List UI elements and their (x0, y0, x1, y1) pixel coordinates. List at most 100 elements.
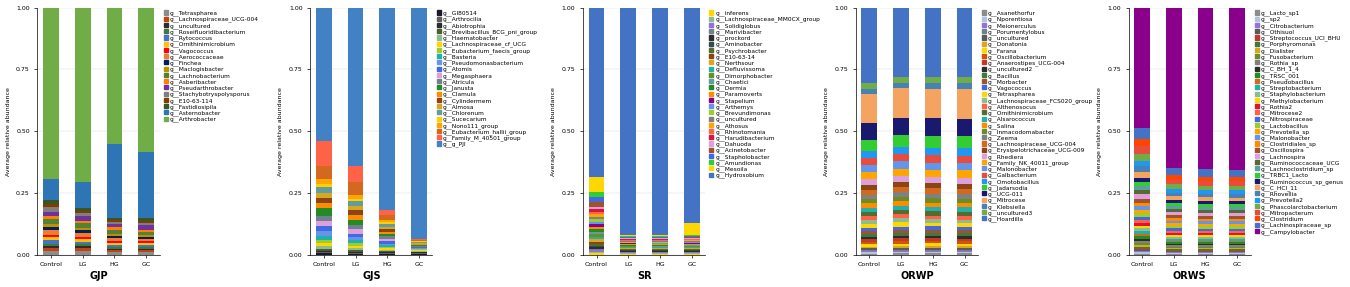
Bar (1197, 210, 1214, 213)
Bar (620, 247, 636, 248)
Bar (684, 242, 699, 243)
Bar (957, 89, 972, 119)
Bar (379, 250, 396, 251)
Bar (620, 237, 636, 238)
Bar (107, 252, 123, 255)
Bar (1134, 238, 1150, 241)
Bar (74, 211, 90, 213)
Bar (652, 243, 668, 244)
Bar (107, 220, 123, 222)
Bar (316, 251, 332, 252)
Bar (43, 7, 59, 179)
Bar (1230, 177, 1245, 181)
Bar (1166, 200, 1181, 203)
Bar (894, 162, 909, 169)
Bar (652, 246, 668, 247)
Bar (894, 77, 909, 83)
Bar (861, 203, 878, 208)
Bar (1134, 210, 1150, 213)
Bar (379, 227, 396, 229)
Bar (1230, 244, 1245, 245)
Bar (894, 147, 909, 154)
Bar (620, 254, 636, 255)
Bar (410, 249, 427, 250)
Bar (43, 246, 59, 248)
Bar (861, 228, 878, 231)
Bar (316, 221, 332, 226)
Bar (1134, 203, 1150, 206)
Bar (925, 155, 941, 162)
Bar (74, 233, 90, 237)
Bar (1197, 169, 1214, 177)
Bar (1230, 204, 1245, 207)
Bar (1197, 186, 1214, 190)
Bar (1230, 224, 1245, 226)
Bar (1230, 190, 1245, 194)
X-axis label: SR: SR (637, 272, 652, 282)
Bar (43, 240, 59, 244)
Bar (138, 223, 154, 225)
Bar (684, 247, 699, 248)
Bar (347, 240, 363, 243)
Bar (589, 242, 605, 244)
Bar (925, 233, 941, 236)
Bar (652, 238, 668, 239)
Bar (138, 7, 154, 152)
Bar (379, 215, 396, 220)
Bar (347, 215, 363, 220)
Bar (1230, 249, 1245, 251)
Bar (957, 252, 972, 253)
Bar (589, 7, 605, 177)
Bar (861, 89, 878, 94)
Bar (894, 118, 909, 135)
Bar (620, 240, 636, 241)
Bar (107, 227, 123, 230)
Bar (957, 208, 972, 212)
Bar (1134, 172, 1150, 178)
Bar (1230, 181, 1245, 186)
X-axis label: GJS: GJS (362, 272, 381, 282)
Bar (925, 243, 941, 246)
Bar (316, 184, 332, 187)
X-axis label: GJP: GJP (89, 272, 108, 282)
Bar (1230, 201, 1245, 204)
Bar (138, 241, 154, 243)
Bar (379, 247, 396, 248)
Bar (957, 220, 972, 223)
Bar (138, 230, 154, 232)
Bar (1230, 248, 1245, 249)
Bar (1134, 250, 1150, 251)
Bar (347, 225, 363, 229)
Bar (589, 244, 605, 246)
Bar (861, 247, 878, 249)
Bar (1230, 233, 1245, 235)
Bar (316, 249, 332, 251)
Bar (925, 230, 941, 233)
Bar (107, 230, 123, 234)
Bar (861, 7, 878, 83)
Bar (1134, 247, 1150, 249)
Bar (1134, 7, 1150, 128)
Bar (861, 185, 878, 190)
Bar (1230, 231, 1245, 233)
Bar (410, 241, 427, 242)
Bar (684, 245, 699, 246)
Bar (379, 245, 396, 247)
Bar (925, 89, 941, 119)
Bar (43, 227, 59, 230)
Bar (379, 251, 396, 252)
Y-axis label: Average relative abundance: Average relative abundance (5, 87, 11, 176)
Bar (861, 239, 878, 242)
Bar (1230, 221, 1245, 224)
Bar (1197, 213, 1214, 216)
Bar (861, 245, 878, 247)
Bar (861, 199, 878, 203)
Bar (1166, 212, 1181, 215)
Bar (74, 228, 90, 230)
Bar (1230, 210, 1245, 213)
Bar (1166, 196, 1181, 200)
Bar (1197, 216, 1214, 219)
Bar (410, 239, 427, 240)
Bar (589, 250, 605, 252)
Bar (957, 194, 972, 199)
